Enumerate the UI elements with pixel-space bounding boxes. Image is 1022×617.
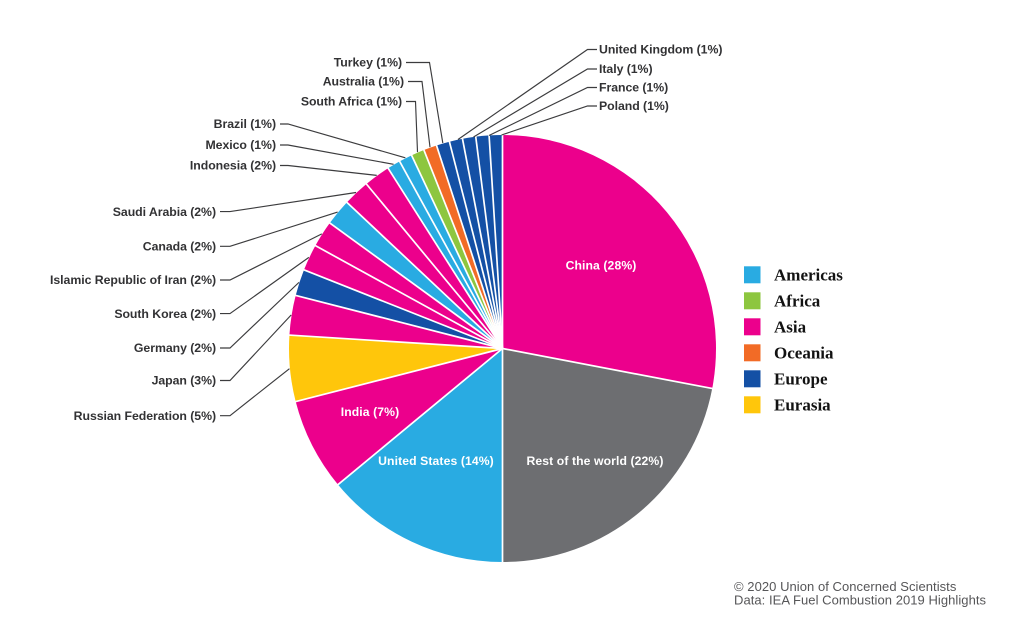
svg-text:China (28%): China (28%): [566, 258, 637, 272]
svg-text:Brazil (1%): Brazil (1%): [214, 117, 276, 131]
svg-text:Canada (2%): Canada (2%): [143, 240, 216, 254]
svg-text:Poland (1%): Poland (1%): [599, 99, 669, 113]
svg-text:Indonesia (2%): Indonesia (2%): [190, 159, 276, 173]
svg-text:India (7%): India (7%): [341, 405, 400, 419]
svg-text:United Kingdom (1%): United Kingdom (1%): [599, 43, 722, 57]
svg-text:Saudi Arabia (2%): Saudi Arabia (2%): [113, 205, 216, 219]
svg-text:Mexico (1%): Mexico (1%): [205, 138, 276, 152]
svg-text:Japan (3%): Japan (3%): [152, 374, 216, 388]
svg-text:Rest of the world (22%): Rest of the world (22%): [526, 454, 663, 468]
svg-text:Australia (1%): Australia (1%): [323, 75, 404, 89]
svg-text:France (1%): France (1%): [599, 81, 668, 95]
svg-text:Americas: Americas: [774, 266, 843, 285]
svg-text:Eurasia: Eurasia: [774, 396, 831, 415]
svg-text:Africa: Africa: [774, 292, 821, 311]
svg-text:Islamic Republic of Iran (2%): Islamic Republic of Iran (2%): [50, 273, 216, 287]
svg-text:Data: IEA Fuel Combustion 2019: Data: IEA Fuel Combustion 2019 Highlight…: [734, 592, 987, 607]
svg-text:South Africa (1%): South Africa (1%): [301, 95, 402, 109]
svg-text:Asia: Asia: [774, 318, 807, 337]
svg-text:South Korea (2%): South Korea (2%): [114, 307, 216, 321]
svg-text:Europe: Europe: [774, 370, 828, 389]
svg-text:© 2020 Union of Concerned Scie: © 2020 Union of Concerned Scientists: [734, 579, 957, 594]
svg-text:United States (14%): United States (14%): [378, 454, 494, 468]
svg-text:Oceania: Oceania: [774, 344, 834, 363]
svg-text:Italy (1%): Italy (1%): [599, 62, 653, 76]
svg-text:Turkey (1%): Turkey (1%): [334, 56, 402, 70]
svg-text:Russian Federation (5%): Russian Federation (5%): [74, 409, 216, 423]
svg-text:Germany (2%): Germany (2%): [134, 341, 216, 355]
